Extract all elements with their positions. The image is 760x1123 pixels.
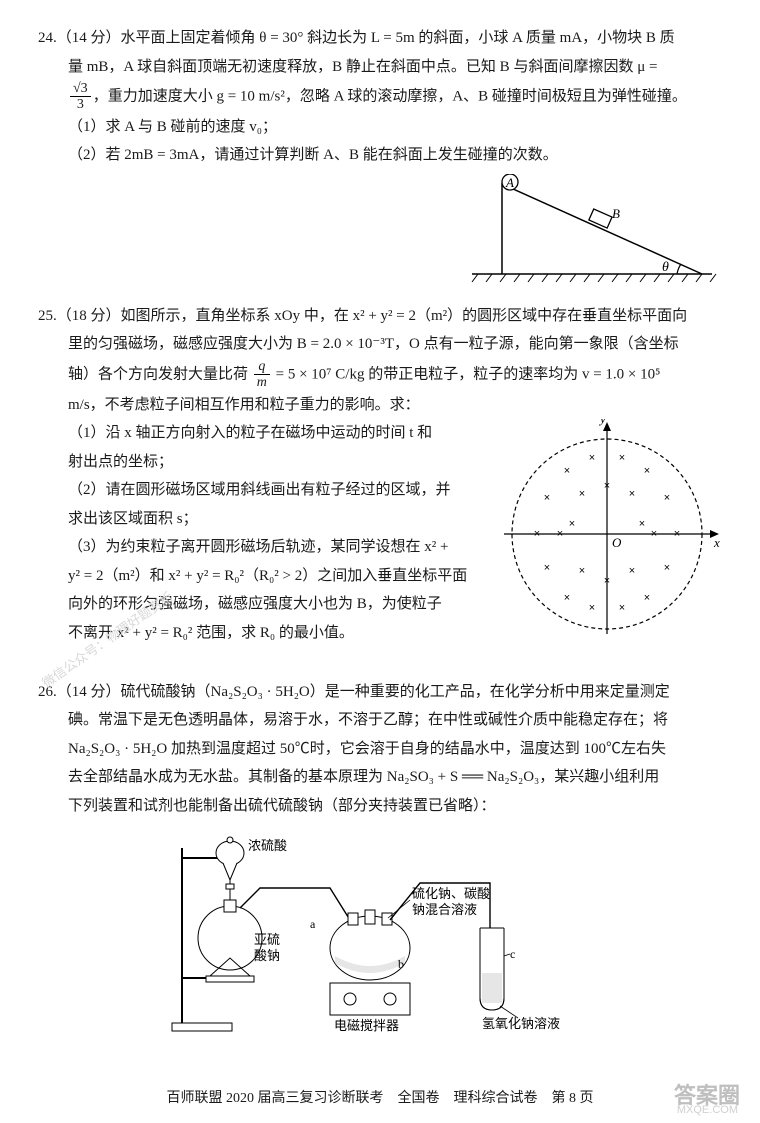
page-footer: 百师联盟 2020 届高三复习诊断联考 全国卷 理科综合试卷 第 8 页 (0, 1086, 760, 1113)
problem-25: 25.（18 分）如图所示，直角坐标系 xOy 中，在 x² + y² = 2（… (38, 302, 722, 660)
svg-text:×: × (674, 528, 680, 540)
svg-text:×: × (664, 562, 670, 574)
line: √33，重力加速度大小 g = 10 m/s²，忽略 A 球的滚动摩擦，A、B … (38, 81, 722, 113)
problem-number: 24. (38, 30, 57, 46)
svg-text:×: × (544, 492, 550, 504)
label-stirrer: 电磁搅拌器 (334, 1018, 399, 1033)
svg-text:×: × (644, 592, 650, 604)
line: m/s，不考虑粒子间相互作用和粒子重力的影响。求： (38, 391, 722, 420)
problem-number: 25. (38, 308, 57, 324)
svg-text:×: × (564, 465, 570, 477)
problem-25-flex: （1）沿 x 轴正方向射入的粒子在磁场中运动的时间 t 和 射出点的坐标； （2… (38, 419, 722, 660)
svg-text:×: × (651, 528, 657, 540)
label-naoh: 氢氧化钠溶液 (482, 1016, 560, 1031)
apparatus-diagram: 浓硫酸 亚硫 酸钠 a 硫化钠、碳酸 钠混合溶液 b (160, 828, 600, 1048)
label-h2so4: 浓硫酸 (248, 838, 287, 853)
svg-text:×: × (564, 592, 570, 604)
label-B: B (612, 206, 620, 221)
line: 下列装置和试剂也能制备出硫代硫酸钠（部分夹持装置已省略）： (38, 792, 722, 821)
O-label: O (612, 535, 622, 550)
label-b: b (398, 957, 404, 971)
text: 水平面上固定着倾角 θ = 30° 斜边长为 L = 5m 的斜面，小球 A 质… (121, 30, 675, 46)
problem-25-body: 25.（18 分）如图所示，直角坐标系 xOy 中，在 x² + y² = 2（… (38, 302, 722, 660)
text: 如图所示，直角坐标系 xOy 中，在 x² + y² = 2（m²）的圆形区域中… (121, 308, 688, 324)
label-na2so3-b: 酸钠 (254, 948, 280, 963)
svg-text:×: × (589, 602, 595, 614)
line: 量 mB，A 球自斜面顶端无初速度释放，B 静止在斜面中点。已知 B 与斜面间摩… (38, 53, 722, 82)
svg-text:×: × (589, 452, 595, 464)
svg-text:×: × (664, 492, 670, 504)
q1-line: 射出点的坐标； (68, 448, 480, 477)
x-label: x (713, 535, 720, 550)
figure-24-wrap: θ A B (38, 174, 722, 284)
q3-line: （3）为约束粒子离开圆形磁场后轨迹，某同学设想在 x² + (68, 533, 480, 562)
question-2: （2）若 2mB = 3mA，请通过计算判断 A、B 能在斜面上发生碰撞的次数。 (38, 141, 722, 170)
problem-26: 26.（14 分）硫代硫酸钠（Na₂S₂O₃ · 5H₂O）是一种重要的化工产品… (38, 678, 722, 1049)
label-mix-a: 硫化钠、碳酸 (412, 886, 490, 901)
svg-text:×: × (644, 465, 650, 477)
svg-text:×: × (579, 565, 585, 577)
svg-text:×: × (544, 562, 550, 574)
text: 量 mB，A 球自斜面顶端无初速度释放，B 静止在斜面中点。已知 B 与斜面间摩… (68, 59, 657, 75)
line: 里的匀强磁场，磁感应强度大小为 B = 2.0 × 10⁻³T，O 点有一粒子源… (38, 330, 722, 359)
q3-line: 向外的环形匀强磁场，磁感应强度大小也为 B，为使粒子 (68, 590, 480, 619)
label-mix-b: 钠混合溶液 (412, 902, 477, 917)
question-1: （1）求 A 与 B 碰前的速度 v₀； (38, 113, 722, 142)
label-c: c (510, 947, 515, 961)
svg-text:×: × (557, 528, 563, 540)
q3-line: 不离开 x² + y² = R₀² 范围，求 R₀ 的最小值。 (68, 619, 480, 648)
incline-diagram: θ A B (462, 174, 722, 284)
svg-text:×: × (619, 452, 625, 464)
figure-25-wrap: y x O × × × × × × × × × × × × × × × × × × × × × × × × (492, 419, 722, 660)
label-A: A (505, 175, 514, 190)
problem-24: 24.（14 分）水平面上固定着倾角 θ = 30° 斜边长为 L = 5m 的… (38, 24, 722, 284)
problem-25-questions: （1）沿 x 轴正方向射入的粒子在磁场中运动的时间 t 和 射出点的坐标； （2… (38, 419, 480, 660)
fraction: qm (254, 359, 270, 391)
text: 轴）各个方向发射大量比荷 (68, 366, 248, 382)
line: 去全部结晶水成为无水盐。其制备的基本原理为 Na₂SO₃ + S ══ Na₂S… (38, 763, 722, 792)
line: Na₂S₂O₃ · 5H₂O 加热到温度超过 50℃时，它会溶于自身的结晶水中，… (38, 735, 722, 764)
svg-text:×: × (604, 575, 610, 587)
frac-num: q (254, 359, 270, 375)
svg-text:×: × (629, 565, 635, 577)
svg-text:×: × (629, 488, 635, 500)
q1-line: （1）沿 x 轴正方向射入的粒子在磁场中运动的时间 t 和 (68, 419, 480, 448)
fraction: √33 (70, 81, 91, 113)
label-na2so3-a: 亚硫 (254, 932, 280, 947)
svg-text:×: × (639, 518, 645, 530)
frac-den: m (254, 375, 270, 390)
line: 轴）各个方向发射大量比荷 qm = 5 × 10⁷ C/kg 的带正电粒子，粒子… (38, 359, 722, 391)
problem-24-body: 24.（14 分）水平面上固定着倾角 θ = 30° 斜边长为 L = 5m 的… (38, 24, 722, 170)
text: ，重力加速度大小 g = 10 m/s²，忽略 A 球的滚动摩擦，A、B 碰撞时… (93, 88, 687, 104)
q2-line: （2）请在圆形磁场区域用斜线画出有粒子经过的区域，并 (68, 476, 480, 505)
points: （14 分） (57, 30, 121, 46)
svg-text:×: × (619, 602, 625, 614)
points: （14 分） (57, 684, 121, 700)
line: 碘。常温下是无色透明晶体，易溶于水，不溶于乙醇；在中性或碱性介质中能稳定存在；将 (38, 706, 722, 735)
points: （18 分） (57, 308, 121, 324)
figure-26-wrap: 浓硫酸 亚硫 酸钠 a 硫化钠、碳酸 钠混合溶液 b (38, 828, 722, 1048)
svg-text:×: × (534, 528, 540, 540)
theta-label: θ (662, 260, 669, 275)
y-label: y (598, 419, 606, 426)
frac-num: √3 (70, 81, 91, 97)
problem-26-body: 26.（14 分）硫代硫酸钠（Na₂S₂O₃ · 5H₂O）是一种重要的化工产品… (38, 678, 722, 821)
label-a: a (310, 917, 316, 931)
frac-den: 3 (70, 97, 91, 112)
text: 硫代硫酸钠（Na₂S₂O₃ · 5H₂O）是一种重要的化工产品，在化学分析中用来… (121, 684, 670, 700)
problem-number: 26. (38, 684, 57, 700)
circle-field-diagram: y x O × × × × × × × × × × × × × × × × × × × × × × × × (492, 419, 722, 649)
svg-text:×: × (569, 518, 575, 530)
svg-text:×: × (604, 480, 610, 492)
q3-line: y² = 2（m²）和 x² + y² = R₀²（R₀² > 2）之间加入垂直… (68, 562, 480, 591)
svg-text:×: × (579, 488, 585, 500)
text: = 5 × 10⁷ C/kg 的带正电粒子，粒子的速率均为 v = 1.0 × … (276, 366, 661, 382)
q2-line: 求出该区域面积 s； (68, 505, 480, 534)
